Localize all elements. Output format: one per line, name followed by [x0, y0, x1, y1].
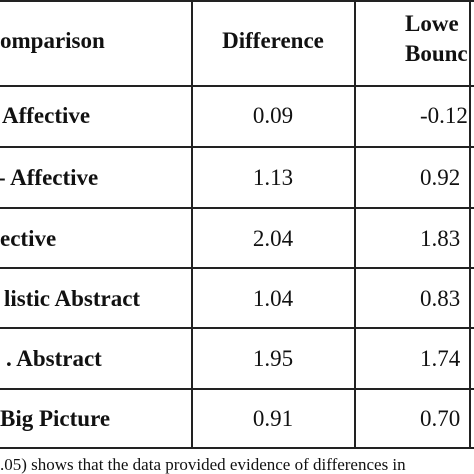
row-rule: [0, 146, 474, 148]
row-label: Big Picture: [0, 406, 111, 431]
column-rule: [354, 0, 356, 449]
row-label: - Affective: [0, 165, 99, 190]
cell-value: 2.04: [252, 226, 294, 251]
row-rule: [0, 267, 474, 269]
row-label: . Abstract: [6, 346, 102, 371]
cell-value: 0.70: [420, 406, 461, 431]
cell-value: 1.95: [252, 346, 294, 371]
row-label: ective: [0, 226, 57, 251]
cell-value: 0.92: [420, 165, 461, 190]
cell-value: 1.04: [252, 286, 294, 311]
header-cell: Bounc: [405, 41, 468, 66]
header-cell: Difference: [222, 28, 324, 53]
table-border: [0, 447, 474, 449]
column-rule: [191, 0, 193, 449]
row-rule: [0, 388, 474, 390]
column-rule: [469, 0, 471, 449]
cell-value: 1.83: [420, 226, 461, 251]
caption: .05) shows that the data provided eviden…: [0, 455, 406, 474]
row-label: listic Abstract: [4, 286, 141, 311]
row-rule: [0, 207, 474, 209]
cell-value: 0.83: [420, 286, 461, 311]
row-label: Affective: [2, 103, 91, 128]
cell-value: 1.74: [420, 346, 461, 371]
header-cell: omparison: [0, 28, 105, 53]
cell-value: 0.09: [252, 103, 294, 128]
cell-value: 1.13: [252, 165, 294, 190]
table-border: [0, 0, 474, 2]
cell-value: -0.12: [420, 103, 468, 128]
cell-value: 0.91: [252, 406, 294, 431]
header-rule: [0, 85, 474, 87]
header-cell: Lowe: [405, 11, 459, 36]
row-rule: [0, 327, 474, 329]
